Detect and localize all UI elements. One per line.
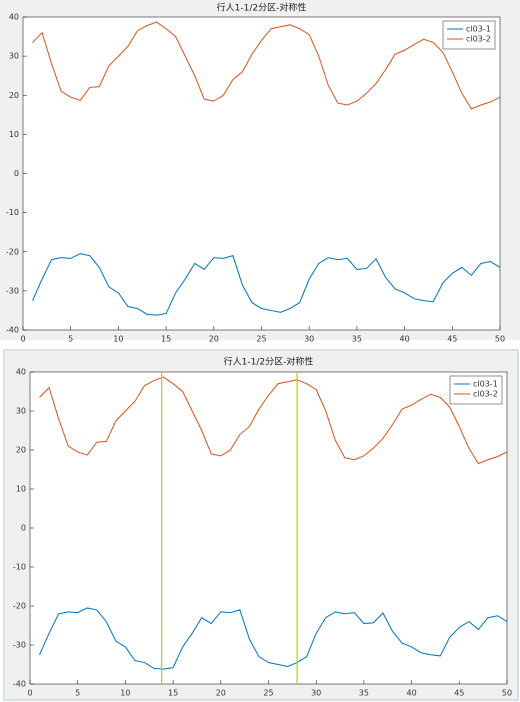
x-tick-label: 45 — [454, 689, 464, 698]
y-tick-label: -10 — [13, 563, 26, 572]
y-tick-label: 40 — [9, 13, 19, 22]
x-tick-label: 50 — [495, 335, 505, 344]
x-tick-label: 45 — [447, 335, 457, 344]
y-tick-label: -30 — [6, 286, 19, 295]
x-tick-label: 0 — [27, 689, 32, 698]
y-tick-label: -30 — [13, 641, 26, 650]
watermark: @稀土掘金技术社区 — [414, 671, 504, 684]
legend-label: cl03-2 — [466, 35, 491, 44]
x-tick-label: 5 — [68, 335, 73, 344]
chart-title: 行人1-1/2分区-对称性 — [217, 2, 307, 14]
legend-label: cl03-1 — [466, 25, 491, 34]
x-tick-label: 15 — [168, 689, 178, 698]
y-tick-label: -20 — [13, 602, 26, 611]
y-tick-label: -20 — [6, 247, 19, 256]
series-line — [32, 21, 501, 110]
y-tick-label: -40 — [13, 680, 26, 689]
x-tick-label: 20 — [216, 689, 226, 698]
x-tick-label: 30 — [304, 335, 314, 344]
y-tick-label: 30 — [9, 52, 19, 61]
x-tick-label: 50 — [502, 689, 512, 698]
x-tick-label: 10 — [113, 335, 123, 344]
legend-label: cl03-1 — [473, 380, 498, 389]
plot-area — [22, 16, 501, 331]
legend — [449, 375, 503, 405]
legend — [442, 20, 496, 50]
x-tick-label: 35 — [359, 689, 369, 698]
x-tick-label: 40 — [407, 689, 417, 698]
y-tick-label: 0 — [21, 524, 26, 533]
chart-title: 行人1-1/2分区-对称性 — [224, 356, 314, 368]
x-tick-label: 20 — [209, 335, 219, 344]
y-tick-label: 40 — [16, 368, 26, 377]
y-tick-label: 20 — [9, 91, 19, 100]
x-tick-label: 10 — [120, 689, 130, 698]
x-tick-label: 35 — [352, 335, 362, 344]
series-line — [39, 607, 508, 670]
series-line — [39, 376, 508, 465]
series-line — [32, 253, 501, 316]
plot-area — [29, 371, 508, 685]
x-tick-label: 0 — [20, 335, 25, 344]
x-tick-label: 25 — [256, 335, 266, 344]
y-tick-label: 10 — [16, 485, 26, 494]
y-tick-label: 20 — [16, 446, 26, 455]
legend-label: cl03-2 — [473, 390, 498, 399]
y-tick-label: 30 — [16, 407, 26, 416]
x-tick-label: 15 — [161, 335, 171, 344]
x-tick-label: 40 — [400, 335, 410, 344]
x-tick-label: 30 — [311, 689, 321, 698]
y-tick-label: -40 — [6, 326, 19, 335]
y-tick-label: -10 — [6, 208, 19, 217]
x-tick-label: 25 — [263, 689, 273, 698]
y-tick-label: 10 — [9, 130, 19, 139]
x-tick-label: 5 — [75, 689, 80, 698]
y-tick-label: 0 — [14, 169, 19, 178]
